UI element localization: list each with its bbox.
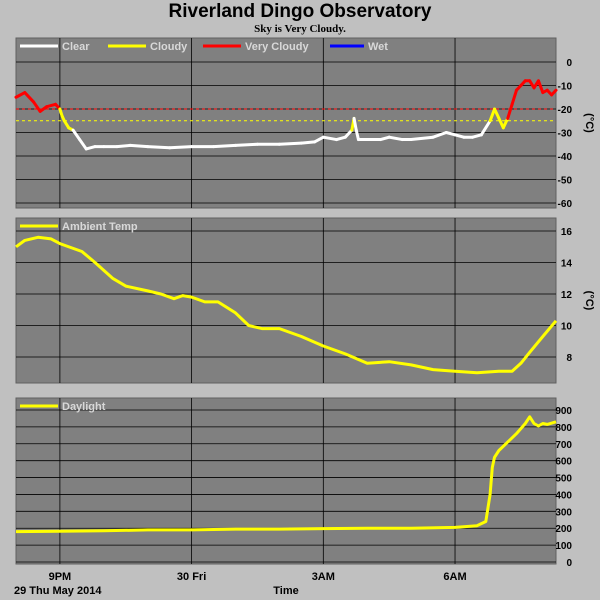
ambient-series-line: [15, 235, 558, 375]
ambient-y-tick-label: 12: [561, 290, 573, 301]
chart-subtitle: Sky is Very Cloudy.: [254, 23, 346, 35]
sky-y-tick-label: -50: [558, 176, 573, 187]
sky-series-segment: [479, 119, 492, 137]
legend-label-daylight: Daylight: [62, 401, 106, 413]
x-axis-date-label: 29 Thu May 2014: [14, 585, 102, 597]
x-tick-label: 6AM: [443, 571, 466, 583]
sky-series-segment: [334, 135, 347, 142]
sky-y-tick-label: -20: [558, 105, 573, 116]
sky-series-segment: [387, 135, 404, 142]
sky-series-segment: [501, 116, 510, 130]
sky-y-axis-label: (°C): [583, 113, 595, 133]
sky-series-segment: [14, 91, 27, 99]
daylight-y-tick-label: 100: [555, 541, 572, 552]
daylight-y-tick-label: 400: [555, 490, 572, 501]
sky-series-segment: [506, 102, 514, 120]
ambient-y-axis-label: (°C): [583, 291, 595, 311]
sky-y-tick-label: 0: [566, 58, 572, 69]
sky-series-segment: [234, 142, 259, 147]
ambient-y-tick-label: 8: [566, 353, 572, 364]
sky-series-segment: [146, 145, 172, 150]
daylight-legend: Daylight: [20, 401, 106, 413]
sky-series-segment: [321, 135, 338, 142]
sky-series-segment: [550, 88, 558, 97]
daylight-series-line: [15, 415, 557, 534]
sky-series-segment: [78, 138, 88, 151]
sky-series-segment: [115, 143, 132, 149]
daylight-y-tick-label: 300: [555, 507, 572, 518]
sky-series-segment: [453, 133, 466, 139]
legend-label-wet: Wet: [368, 41, 388, 53]
sky-series-segment: [71, 128, 82, 142]
sky-series-segment: [128, 143, 150, 149]
daylight-panel: 900 800 700 600 500 400 300 200 100 0: [15, 397, 572, 569]
chart-title: Riverland Dingo Observatory: [168, 1, 432, 22]
ambient-y-tick-label: 10: [561, 322, 573, 333]
sky-y-tick-label: -40: [558, 152, 573, 163]
sky-series-segment: [168, 145, 194, 150]
ambient-y-tick-label: 16: [561, 227, 573, 238]
sky-series-segment: [277, 141, 303, 146]
sky-series-segment: [444, 131, 457, 137]
sky-series-segment: [536, 79, 545, 95]
sky-y-tick-label: -60: [558, 199, 573, 210]
daylight-y-tick-label: 900: [555, 406, 572, 417]
sky-series-segment: [409, 135, 435, 142]
x-tick-label: 30 Fri: [177, 571, 206, 583]
daylight-y-tick-label: 0: [566, 558, 572, 569]
sky-series-segment: [299, 140, 317, 145]
legend-label-clear: Clear: [62, 41, 90, 53]
ambient-panel: 16 14 12 10 8 (°C): [15, 217, 595, 384]
sky-series-segment: [212, 143, 238, 149]
daylight-y-tick-label: 200: [555, 524, 572, 535]
legend-label-ambient: Ambient Temp: [62, 221, 138, 233]
sky-series-segment: [510, 88, 518, 106]
sky-panel: 0 -10 -20 -30 -40 -50 -60 (°C): [14, 37, 595, 210]
daylight-plot-area: [15, 397, 557, 565]
x-tick-label: 9PM: [49, 571, 72, 583]
daylight-y-tick-label: 500: [555, 474, 572, 485]
sky-y-tick-label: -30: [558, 129, 573, 140]
sky-series-segment: [354, 128, 360, 142]
sky-y-tick-label: -10: [558, 82, 573, 93]
sky-series-segment: [352, 116, 358, 132]
sky-series-segment: [471, 133, 483, 139]
sky-series-segment: [45, 102, 58, 109]
sky-series-segment: [313, 135, 325, 144]
sky-series-segment: [378, 135, 391, 142]
legend-label-very-cloudy: Very Cloudy: [245, 41, 309, 53]
x-tick-label: 3AM: [312, 571, 335, 583]
sky-series-segment: [431, 131, 448, 139]
sky-series-segment: [493, 107, 501, 120]
sky-plot-area: [15, 37, 557, 209]
x-axis-label: Time: [273, 585, 298, 597]
ambient-plot-area: [15, 217, 557, 384]
sky-series-segment: [32, 100, 42, 113]
daylight-y-tick-label: 800: [555, 423, 572, 434]
daylight-y-tick-label: 700: [555, 440, 572, 451]
sky-series-segment: [84, 145, 97, 151]
sky-series-segment: [23, 91, 36, 104]
sky-legend: Clear Cloudy Very Cloudy Wet: [20, 41, 388, 53]
sky-series-segment: [343, 128, 354, 139]
daylight-y-tick-label: 600: [555, 457, 572, 468]
ambient-legend: Ambient Temp: [20, 221, 138, 233]
ambient-y-tick-label: 14: [561, 259, 573, 270]
legend-label-cloudy: Cloudy: [150, 41, 188, 53]
